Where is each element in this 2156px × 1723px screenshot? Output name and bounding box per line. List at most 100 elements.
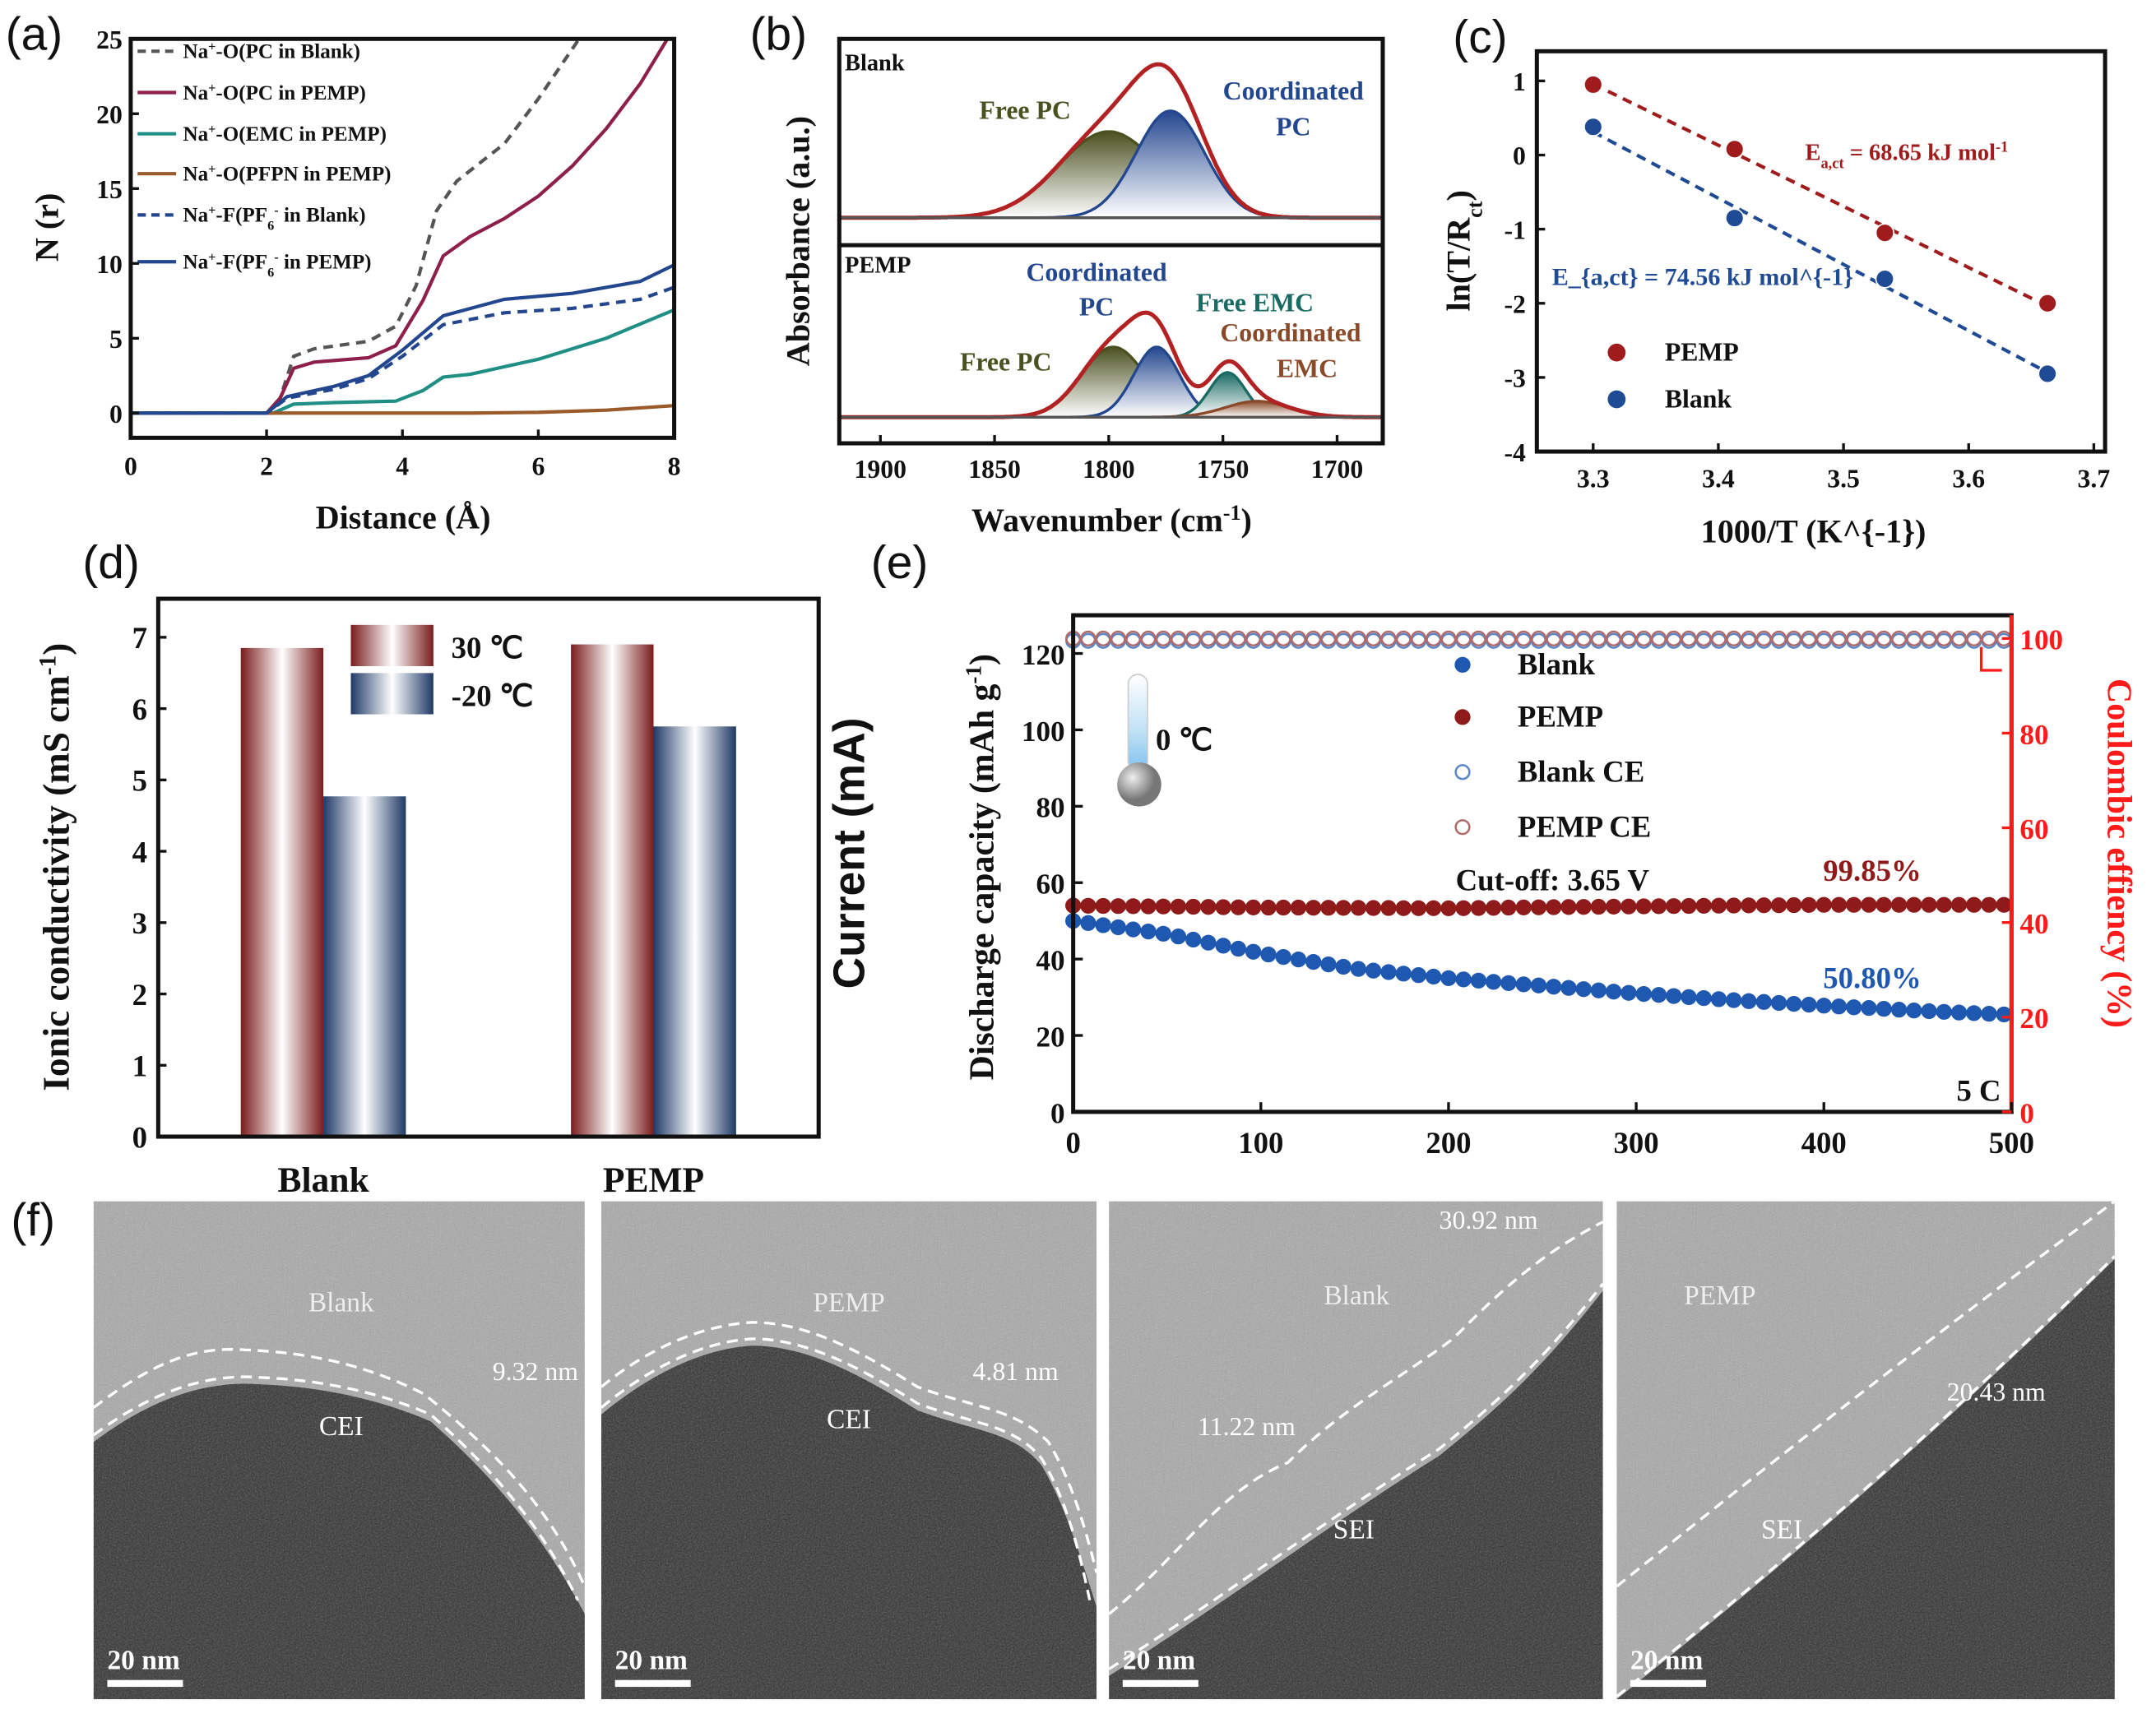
tem-scale-bar-label: 20 nm bbox=[615, 1645, 688, 1675]
e-point-pemp-ce bbox=[1786, 630, 1802, 646]
e-point-pemp-ce bbox=[1215, 630, 1231, 646]
e-point-pemp bbox=[1681, 897, 1697, 915]
e-point-blank bbox=[1440, 970, 1457, 986]
d-legend-label-1: -20 ℃ bbox=[452, 679, 534, 712]
tem-scale-bar bbox=[1122, 1679, 1199, 1688]
d-legend-swatch-0 bbox=[350, 624, 434, 666]
a-xtick-label: 6 bbox=[531, 452, 545, 480]
c-xtick-label: 3.3 bbox=[1577, 465, 1610, 493]
e-point-pemp bbox=[1530, 899, 1547, 915]
e-point-blank bbox=[1140, 924, 1157, 940]
e-point-blank bbox=[1921, 1003, 1937, 1020]
panel-a-chart: Na+-O(PC in Blank) Na+-O(PC in PEMP) Na+-O… bbox=[96, 25, 680, 481]
e-point-pemp-ce bbox=[1981, 630, 1997, 646]
e-point-blank bbox=[1695, 989, 1712, 1007]
e-point-pemp-ce bbox=[1320, 630, 1337, 646]
e-point-pemp bbox=[1695, 897, 1712, 914]
e-point-blank bbox=[1666, 988, 1682, 1004]
d-bar-pemp-30c bbox=[571, 644, 654, 1137]
e-point-pemp-ce bbox=[1590, 630, 1607, 646]
d-category-label-pemp: PEMP bbox=[603, 1160, 704, 1200]
e-point-blank bbox=[1786, 995, 1802, 1012]
e-point-pemp-ce bbox=[1875, 630, 1892, 646]
d-bar-blank-30c bbox=[240, 647, 324, 1137]
tem-noise-texture bbox=[93, 1201, 585, 1700]
e-point-pemp bbox=[1080, 897, 1097, 914]
e-point-pemp bbox=[1966, 896, 1982, 913]
e-point-blank bbox=[1590, 982, 1607, 998]
e-point-pemp-ce bbox=[1426, 630, 1442, 646]
tem-thickness-label: 20.43 nm bbox=[1947, 1378, 2046, 1406]
e-point-blank bbox=[1861, 1000, 1877, 1017]
c-point-blank bbox=[1725, 208, 1745, 228]
d-bar-pemp-minus20c bbox=[653, 726, 736, 1137]
e-point-blank bbox=[1515, 976, 1532, 993]
tem-image-2: PEMP CEI 4.81 nm 20 nm bbox=[600, 1201, 1097, 1700]
e-point-pemp bbox=[1710, 897, 1727, 914]
e-legend-marker-0 bbox=[1454, 656, 1471, 673]
e-point-pemp-ce bbox=[1440, 630, 1457, 646]
b-xlabel: Wavenumber (cm-1) bbox=[971, 501, 1252, 539]
a-legend-label-2: Na+-O(EMC in PEMP) bbox=[183, 121, 387, 146]
e-point-pemp-ce bbox=[1110, 630, 1126, 646]
e-point-pemp bbox=[1575, 899, 1592, 915]
b-label-coord-emc: Coordinated bbox=[1220, 318, 1361, 347]
e-point-pemp-ce bbox=[1741, 630, 1757, 646]
a-series-line-5 bbox=[130, 263, 675, 415]
e-point-pemp bbox=[1290, 899, 1307, 916]
e-point-pemp-ce bbox=[1546, 630, 1562, 646]
e-point-pemp-ce bbox=[1185, 630, 1202, 646]
a-ylabel: N (r) bbox=[28, 193, 65, 262]
a-legend-label-1: Na+-O(PC in PEMP) bbox=[183, 79, 365, 104]
e-point-pemp bbox=[1440, 900, 1457, 916]
b-label-pemp-free-pc: Free PC bbox=[960, 347, 1051, 376]
e-point-pemp bbox=[1395, 900, 1412, 916]
e-point-pemp-ce bbox=[1230, 630, 1246, 646]
e-point-blank bbox=[1124, 921, 1142, 938]
tem-inner-boundary bbox=[600, 1337, 1092, 1601]
tem-scale-bar bbox=[107, 1679, 183, 1688]
tem-scale-bar bbox=[1630, 1679, 1707, 1688]
e-point-pemp bbox=[1260, 899, 1277, 916]
e-y2label: Coulombic effiency (%) bbox=[2099, 679, 2137, 1028]
e-point-pemp bbox=[1666, 898, 1682, 915]
e-point-pemp bbox=[1380, 900, 1397, 916]
e-point-pemp-ce bbox=[1290, 630, 1307, 646]
a-ytick-label: 15 bbox=[96, 175, 123, 204]
tem-inner-boundary bbox=[1616, 1255, 2115, 1698]
e-point-pemp bbox=[1875, 896, 1892, 913]
e-point-blank bbox=[1335, 958, 1352, 975]
b-label-free-emc: Free EMC bbox=[1196, 288, 1314, 317]
e-point-pemp-ce bbox=[1890, 630, 1908, 646]
e-point-blank bbox=[1560, 980, 1577, 996]
tem-noise-texture bbox=[1109, 1201, 1603, 1700]
c-point-pemp bbox=[2038, 294, 2057, 313]
e-xtick-label: 100 bbox=[1238, 1126, 1283, 1160]
e-point-pemp-ce bbox=[1305, 630, 1322, 646]
b-pemp-title: PEMP bbox=[845, 253, 911, 279]
b-annotations: Blank PEMP Free PC Coordinated PC Coordi… bbox=[845, 51, 1364, 383]
c-legend-marker-pemp bbox=[1607, 343, 1626, 362]
e-y2tick-label: 80 bbox=[2019, 719, 2048, 751]
tem-scale-bar bbox=[614, 1679, 691, 1688]
a-ytick-label: 5 bbox=[109, 325, 123, 354]
e-rate: 5 C bbox=[1956, 1074, 2001, 1108]
e-point-pemp-ce bbox=[1710, 630, 1727, 646]
b-plot-frame bbox=[837, 36, 1385, 446]
e-point-blank bbox=[1966, 1005, 1982, 1021]
e-point-pemp-ce bbox=[1124, 630, 1142, 646]
e-point-blank bbox=[1095, 917, 1111, 933]
e-point-pemp bbox=[1846, 896, 1862, 913]
panel-b-chart: 1900 1850 1800 1750 1700 bbox=[837, 36, 1385, 484]
b-label-coord-emc-2: EMC bbox=[1277, 354, 1338, 383]
a-series-line-3 bbox=[130, 404, 675, 415]
e-point-pemp bbox=[1755, 897, 1772, 914]
a-legend-label-3: Na+-O(PFPN in PEMP) bbox=[183, 160, 391, 186]
d-ytick-label: 6 bbox=[132, 692, 147, 726]
e-point-pemp-ce bbox=[1515, 630, 1532, 646]
e-point-blank bbox=[1275, 948, 1291, 966]
e-point-pemp bbox=[1365, 900, 1382, 916]
b-label-coord-pc: Coordinated bbox=[1223, 76, 1365, 105]
c-ytick-label: -2 bbox=[1504, 289, 1525, 318]
e-point-pemp-ce bbox=[1200, 630, 1217, 646]
